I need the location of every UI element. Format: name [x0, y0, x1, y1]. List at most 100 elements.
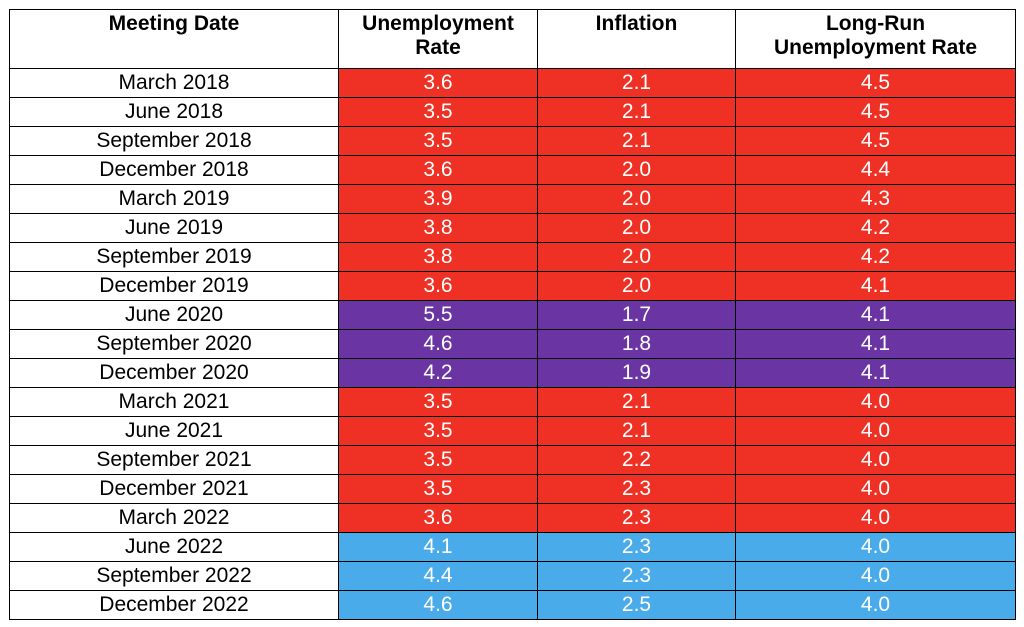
meeting-date-cell: September 2021	[9, 445, 339, 475]
table-row: December 2018 3.6 2.0 4.4	[9, 155, 1016, 185]
header-long-run-unemployment-rate: Long-Run Unemployment Rate	[735, 9, 1016, 69]
long-run-unemployment-cell: 4.1	[735, 300, 1016, 330]
meeting-date-cell: September 2020	[9, 329, 339, 359]
unemployment-rate-cell: 3.8	[338, 242, 538, 272]
unemployment-rate-cell: 3.8	[338, 213, 538, 243]
meeting-date-cell: December 2020	[9, 358, 339, 388]
table-row: June 2022 4.1 2.3 4.0	[9, 532, 1016, 562]
unemployment-rate-cell: 4.4	[338, 561, 538, 591]
inflation-cell: 2.3	[537, 561, 736, 591]
inflation-cell: 2.1	[537, 68, 736, 98]
table-row: June 2019 3.8 2.0 4.2	[9, 213, 1016, 243]
meeting-date-cell: December 2019	[9, 271, 339, 301]
long-run-unemployment-cell: 4.0	[735, 590, 1016, 620]
inflation-cell: 2.2	[537, 445, 736, 475]
table-row: December 2019 3.6 2.0 4.1	[9, 271, 1016, 301]
unemployment-rate-cell: 3.9	[338, 184, 538, 214]
long-run-unemployment-cell: 4.2	[735, 242, 1016, 272]
unemployment-rate-cell: 3.6	[338, 503, 538, 533]
projections-table-wrapper: Meeting Date Unemployment Rate Inflation…	[9, 9, 1016, 620]
unemployment-rate-cell: 3.6	[338, 155, 538, 185]
long-run-unemployment-cell: 4.3	[735, 184, 1016, 214]
meeting-date-cell: March 2022	[9, 503, 339, 533]
long-run-unemployment-cell: 4.2	[735, 213, 1016, 243]
unemployment-rate-cell: 3.5	[338, 445, 538, 475]
table-row: September 2021 3.5 2.2 4.0	[9, 445, 1016, 475]
long-run-unemployment-cell: 4.5	[735, 97, 1016, 127]
table-row: March 2019 3.9 2.0 4.3	[9, 184, 1016, 214]
inflation-cell: 2.3	[537, 503, 736, 533]
unemployment-rate-cell: 4.2	[338, 358, 538, 388]
unemployment-rate-cell: 3.5	[338, 387, 538, 417]
long-run-unemployment-cell: 4.0	[735, 561, 1016, 591]
header-inflation-line: Inflation	[595, 12, 678, 35]
inflation-cell: 2.1	[537, 97, 736, 127]
meeting-date-cell: June 2019	[9, 213, 339, 243]
unemployment-rate-cell: 5.5	[338, 300, 538, 330]
inflation-cell: 2.0	[537, 271, 736, 301]
unemployment-rate-cell: 4.6	[338, 329, 538, 359]
meeting-date-cell: September 2019	[9, 242, 339, 272]
unemployment-rate-cell: 4.6	[338, 590, 538, 620]
long-run-unemployment-cell: 4.0	[735, 503, 1016, 533]
table-row: June 2020 5.5 1.7 4.1	[9, 300, 1016, 330]
table-row: March 2021 3.5 2.1 4.0	[9, 387, 1016, 417]
long-run-unemployment-cell: 4.0	[735, 532, 1016, 562]
header-long-run-line-1: Long-Run	[825, 12, 926, 35]
inflation-cell: 2.5	[537, 590, 736, 620]
inflation-cell: 2.1	[537, 416, 736, 446]
meeting-date-cell: December 2018	[9, 155, 339, 185]
header-meeting-date: Meeting Date	[9, 9, 339, 69]
inflation-cell: 2.0	[537, 213, 736, 243]
long-run-unemployment-cell: 4.1	[735, 329, 1016, 359]
header-unemployment-rate-line-2: Rate	[415, 36, 461, 59]
inflation-cell: 2.0	[537, 155, 736, 185]
long-run-unemployment-cell: 4.0	[735, 445, 1016, 475]
meeting-date-cell: June 2018	[9, 97, 339, 127]
table-row: September 2022 4.4 2.3 4.0	[9, 561, 1016, 591]
header-inflation: Inflation	[537, 9, 736, 69]
inflation-cell: 2.3	[537, 532, 736, 562]
inflation-cell: 2.3	[537, 474, 736, 504]
table-body: March 2018 3.6 2.1 4.5 June 2018 3.5 2.1 4.5 Sep…	[9, 68, 1016, 620]
long-run-unemployment-cell: 4.0	[735, 416, 1016, 446]
header-row: Meeting Date Unemployment Rate Inflation…	[9, 9, 1016, 69]
unemployment-rate-cell: 3.5	[338, 97, 538, 127]
meeting-date-cell: March 2021	[9, 387, 339, 417]
inflation-cell: 1.8	[537, 329, 736, 359]
long-run-unemployment-cell: 4.5	[735, 126, 1016, 156]
unemployment-rate-cell: 3.5	[338, 126, 538, 156]
projections-table: Meeting Date Unemployment Rate Inflation…	[9, 9, 1016, 620]
inflation-cell: 1.9	[537, 358, 736, 388]
inflation-cell: 2.0	[537, 242, 736, 272]
inflation-cell: 2.0	[537, 184, 736, 214]
meeting-date-cell: September 2018	[9, 126, 339, 156]
table-row: March 2018 3.6 2.1 4.5	[9, 68, 1016, 98]
unemployment-rate-cell: 3.5	[338, 474, 538, 504]
table-row: September 2019 3.8 2.0 4.2	[9, 242, 1016, 272]
unemployment-rate-cell: 3.5	[338, 416, 538, 446]
inflation-cell: 1.7	[537, 300, 736, 330]
table-row: June 2021 3.5 2.1 4.0	[9, 416, 1016, 446]
long-run-unemployment-cell: 4.5	[735, 68, 1016, 98]
meeting-date-cell: March 2018	[9, 68, 339, 98]
meeting-date-cell: September 2022	[9, 561, 339, 591]
unemployment-rate-cell: 3.6	[338, 68, 538, 98]
long-run-unemployment-cell: 4.1	[735, 271, 1016, 301]
header-meeting-date-line: Meeting Date	[108, 12, 240, 35]
meeting-date-cell: June 2022	[9, 532, 339, 562]
inflation-cell: 2.1	[537, 387, 736, 417]
inflation-cell: 2.1	[537, 126, 736, 156]
meeting-date-cell: June 2021	[9, 416, 339, 446]
table-row: December 2022 4.6 2.5 4.0	[9, 590, 1016, 620]
long-run-unemployment-cell: 4.1	[735, 358, 1016, 388]
meeting-date-cell: December 2022	[9, 590, 339, 620]
meeting-date-cell: December 2021	[9, 474, 339, 504]
long-run-unemployment-cell: 4.0	[735, 474, 1016, 504]
table-row: December 2020 4.2 1.9 4.1	[9, 358, 1016, 388]
long-run-unemployment-cell: 4.0	[735, 387, 1016, 417]
header-unemployment-rate: Unemployment Rate	[338, 9, 538, 69]
unemployment-rate-cell: 4.1	[338, 532, 538, 562]
table-row: June 2018 3.5 2.1 4.5	[9, 97, 1016, 127]
header-unemployment-rate-line-1: Unemployment	[362, 12, 514, 35]
